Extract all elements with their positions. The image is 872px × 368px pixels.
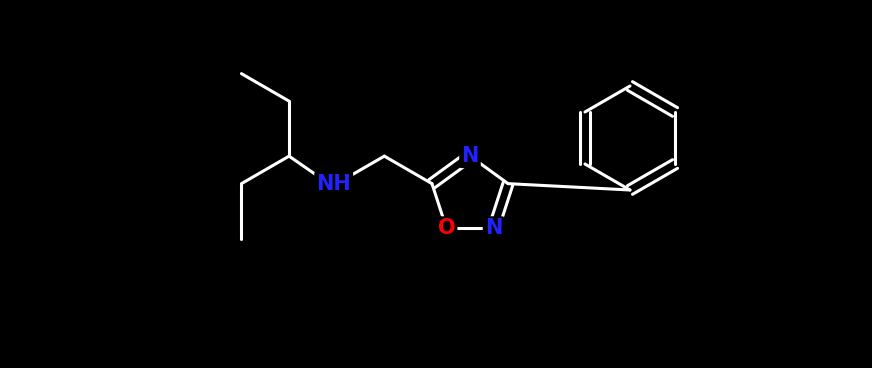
Text: N: N	[461, 146, 479, 166]
Text: O: O	[438, 218, 455, 238]
Text: NH: NH	[317, 174, 351, 194]
Text: N: N	[485, 218, 502, 238]
